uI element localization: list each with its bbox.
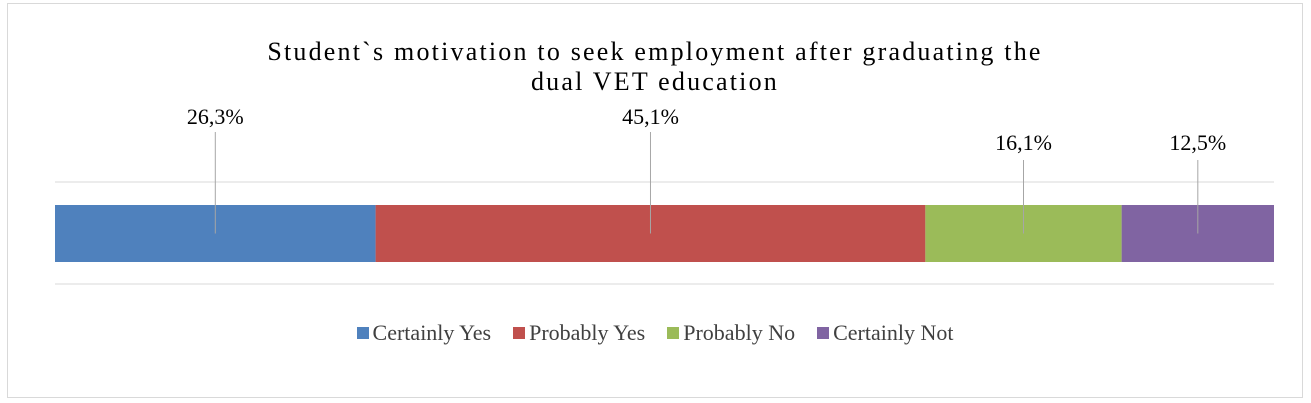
data-label-certainly-not: 12,5% <box>1169 130 1226 155</box>
legend-label-probably-no: Probably No <box>683 320 796 345</box>
legend-label-certainly-yes: Certainly Yes <box>372 320 492 345</box>
chart-title-line-2: dual VET education <box>530 67 780 96</box>
legend-swatch-certainly-yes <box>356 327 369 339</box>
data-label-probably-no: 16,1% <box>995 130 1052 155</box>
legend-swatch-probably-yes <box>513 327 526 339</box>
chart-legend: Certainly Yes Probably Yes Probably No C… <box>8 320 1302 346</box>
legend-item-certainly-not: Certainly Not <box>817 320 953 346</box>
legend-item-certainly-yes: Certainly Yes <box>356 320 492 346</box>
chart-title-line-1: Student`s motivation to seek employment … <box>267 37 1043 66</box>
data-label-probably-yes: 45,1% <box>622 104 679 129</box>
legend-swatch-certainly-not <box>817 327 830 339</box>
legend-item-probably-no: Probably No <box>667 320 795 346</box>
legend-label-certainly-not: Certainly Not <box>833 320 954 345</box>
chart-frame: Student`s motivation to seek employment … <box>7 3 1303 398</box>
legend-item-probably-yes: Probably Yes <box>513 320 645 346</box>
data-label-certainly-yes: 26,3% <box>187 104 244 129</box>
legend-label-probably-yes: Probably Yes <box>529 320 646 345</box>
chart-title: Student`s motivation to seek employment … <box>8 37 1302 97</box>
chart-plot: 26,3% 45,1% 16,1% 12,5% <box>55 104 1274 285</box>
legend-swatch-probably-no <box>667 327 680 339</box>
